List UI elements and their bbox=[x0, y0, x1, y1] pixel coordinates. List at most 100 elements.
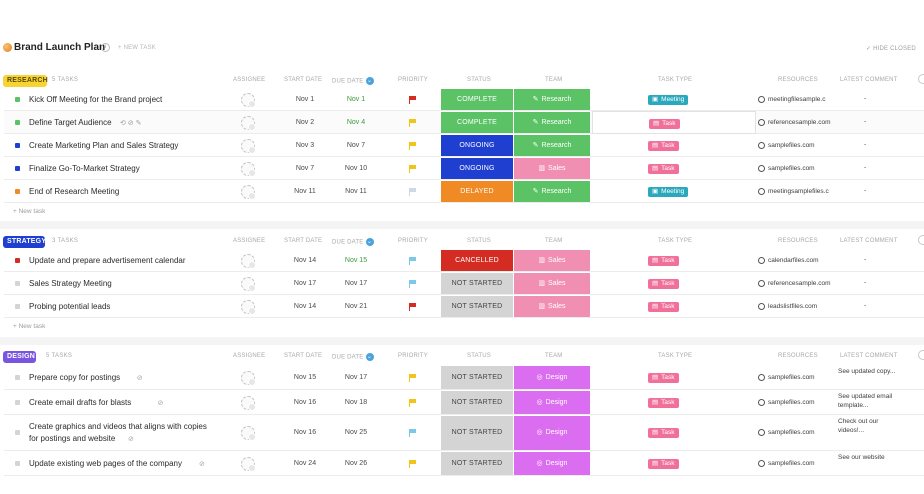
start-date[interactable]: Nov 14 bbox=[293, 256, 317, 264]
column-header-latest-comment[interactable]: LATEST COMMENT bbox=[840, 238, 898, 244]
status-square[interactable] bbox=[15, 165, 20, 171]
column-header-priority[interactable]: PRIORITY bbox=[398, 353, 428, 359]
status-badge[interactable]: ONGOING bbox=[441, 158, 513, 179]
due-date[interactable]: Nov 17 bbox=[344, 279, 368, 287]
column-header-status[interactable]: STATUS bbox=[467, 353, 491, 359]
resource-link[interactable]: meetingsamplefiles.c bbox=[758, 187, 829, 195]
latest-comment[interactable]: See updated email template... bbox=[838, 393, 893, 409]
task-type-cell[interactable]: ▤ Task bbox=[592, 134, 756, 157]
start-date[interactable]: Nov 16 bbox=[293, 429, 317, 436]
column-header-due-date[interactable]: DUE DATE ⌄ bbox=[332, 353, 374, 361]
column-header-status[interactable]: STATUS bbox=[467, 238, 491, 244]
column-header-start-date[interactable]: START DATE bbox=[284, 238, 322, 244]
start-date[interactable]: Nov 1 bbox=[295, 95, 315, 103]
column-header-assignee[interactable]: ASSIGNEE bbox=[233, 77, 265, 83]
assignee-avatar[interactable] bbox=[241, 395, 256, 411]
add-column-icon[interactable] bbox=[918, 74, 924, 84]
priority-flag-icon[interactable] bbox=[409, 398, 416, 407]
status-square[interactable] bbox=[15, 280, 20, 286]
start-date[interactable]: Nov 17 bbox=[293, 279, 317, 287]
team-badge[interactable]: ✎ Research bbox=[514, 112, 590, 133]
task-type-badge[interactable]: ▤ Task bbox=[648, 301, 679, 312]
task-type-cell[interactable]: ▤ Task bbox=[592, 295, 756, 318]
latest-comment[interactable]: See our website bbox=[838, 454, 885, 461]
due-date[interactable]: Nov 7 bbox=[346, 141, 366, 149]
task-name[interactable]: Finalize Go-To-Market Strategy bbox=[29, 163, 140, 173]
resource-link[interactable]: samplefiles.com bbox=[758, 141, 815, 149]
latest-comment[interactable]: - bbox=[864, 140, 867, 148]
start-date[interactable]: Nov 14 bbox=[293, 302, 317, 310]
task-name[interactable]: Prepare copy for postings bbox=[29, 372, 121, 382]
group-tag[interactable]: RESEARCH bbox=[3, 75, 48, 87]
column-header-status[interactable]: STATUS bbox=[467, 77, 491, 83]
task-type-badge[interactable]: ▤ Task bbox=[648, 372, 679, 383]
status-square[interactable] bbox=[15, 188, 20, 194]
task-type-cell[interactable]: ▤ Task bbox=[592, 365, 756, 390]
team-badge[interactable]: ◎ Design bbox=[514, 391, 590, 414]
status-square[interactable] bbox=[15, 374, 20, 380]
task-row[interactable]: Sales Strategy Meeting Nov 17 Nov 17 NOT ST… bbox=[4, 272, 924, 295]
task-name[interactable]: Sales Strategy Meeting bbox=[29, 278, 112, 288]
start-date[interactable]: Nov 24 bbox=[293, 459, 317, 467]
resource-link[interactable]: samplefiles.com bbox=[758, 459, 815, 467]
task-type-badge[interactable]: ▤ Task bbox=[648, 255, 679, 266]
latest-comment[interactable]: See updated copy... bbox=[838, 368, 896, 375]
priority-flag-icon[interactable] bbox=[409, 429, 416, 437]
status-square[interactable] bbox=[15, 399, 20, 405]
latest-comment[interactable]: - bbox=[864, 186, 867, 194]
task-type-cell[interactable]: ▤ Task bbox=[592, 390, 756, 415]
start-date[interactable]: Nov 7 bbox=[295, 164, 315, 172]
team-badge[interactable]: ▥ Sales bbox=[514, 158, 590, 179]
resource-link[interactable]: referencesample.com bbox=[758, 279, 831, 287]
due-date[interactable]: Nov 18 bbox=[344, 398, 368, 406]
column-header-due-date[interactable]: DUE DATE ⌄ bbox=[332, 238, 374, 246]
due-date[interactable]: Nov 10 bbox=[344, 164, 368, 172]
task-row[interactable]: Finalize Go-To-Market Strategy Nov 7 Nov 1… bbox=[4, 157, 924, 180]
task-name[interactable]: Update existing web pages of the company bbox=[29, 458, 182, 468]
start-date[interactable]: Nov 15 bbox=[293, 373, 317, 381]
task-name[interactable]: Kick Off Meeting for the Brand project bbox=[29, 94, 163, 104]
task-row[interactable]: Update and prepare advertisement calenda… bbox=[4, 249, 924, 272]
priority-flag-icon[interactable] bbox=[409, 118, 416, 127]
column-header-team[interactable]: TEAM bbox=[545, 77, 562, 83]
add-column-icon[interactable] bbox=[918, 350, 924, 360]
column-header-team[interactable]: TEAM bbox=[545, 238, 562, 244]
start-date[interactable]: Nov 11 bbox=[294, 187, 316, 195]
task-type-badge[interactable]: ▤ Task bbox=[648, 140, 679, 151]
task-name[interactable]: Create Marketing Plan and Sales Strategy bbox=[29, 140, 179, 150]
status-square[interactable] bbox=[15, 257, 20, 263]
task-type-badge[interactable]: ▤ Task bbox=[648, 278, 679, 289]
task-name[interactable]: Probing potential leads bbox=[29, 301, 111, 311]
status-badge[interactable]: NOT STARTED bbox=[441, 296, 513, 317]
task-type-cell[interactable]: ▤ Task bbox=[592, 157, 756, 180]
task-type-badge[interactable]: ▤ Task bbox=[649, 118, 680, 129]
priority-flag-icon[interactable] bbox=[409, 141, 416, 150]
start-date[interactable]: Nov 2 bbox=[295, 118, 315, 126]
task-type-badge[interactable]: ▤ Task bbox=[648, 163, 679, 174]
due-date[interactable]: Nov 17 bbox=[344, 373, 368, 381]
assignee-avatar[interactable] bbox=[241, 276, 256, 292]
column-header-start-date[interactable]: START DATE bbox=[284, 353, 322, 359]
column-header-assignee[interactable]: ASSIGNEE bbox=[233, 238, 265, 244]
sort-icon[interactable]: ⌄ bbox=[365, 238, 374, 246]
latest-comment[interactable]: - bbox=[864, 278, 867, 286]
latest-comment[interactable]: - bbox=[864, 94, 867, 102]
task-name[interactable]: Create email drafts for blasts bbox=[29, 397, 132, 407]
status-square[interactable] bbox=[15, 142, 20, 148]
status-badge[interactable]: COMPLETE bbox=[441, 112, 513, 133]
team-badge[interactable]: ◎ Design bbox=[514, 416, 590, 450]
assignee-avatar[interactable] bbox=[241, 115, 256, 131]
status-square[interactable] bbox=[15, 96, 20, 102]
resource-link[interactable]: samplefiles.com bbox=[758, 429, 815, 436]
task-name[interactable]: Define Target Audience bbox=[29, 117, 112, 127]
column-header-task-type[interactable]: TASK TYPE bbox=[658, 77, 692, 83]
due-date[interactable]: Nov 11 bbox=[345, 187, 367, 195]
team-badge[interactable]: ✎ Research bbox=[514, 181, 590, 202]
priority-flag-icon[interactable] bbox=[409, 256, 416, 265]
latest-comment[interactable]: - bbox=[864, 163, 867, 171]
team-badge[interactable]: ✎ Research bbox=[514, 89, 590, 110]
resource-link[interactable]: samplefiles.com bbox=[758, 398, 815, 406]
priority-flag-icon[interactable] bbox=[409, 459, 416, 468]
priority-flag-icon[interactable] bbox=[409, 187, 416, 196]
due-date[interactable]: Nov 26 bbox=[344, 459, 368, 467]
